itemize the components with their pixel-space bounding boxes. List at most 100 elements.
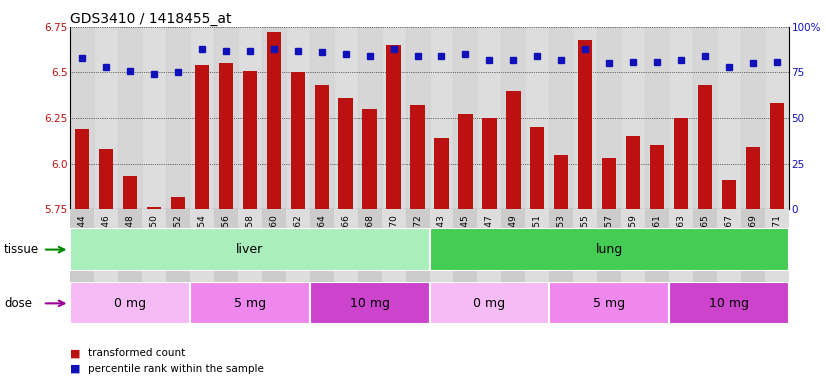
Text: GSM326952: GSM326952: [173, 214, 183, 269]
Bar: [722, 180, 736, 209]
Bar: [434, 138, 449, 209]
Bar: [477, 209, 501, 305]
Bar: [573, 209, 597, 305]
Text: GSM326957: GSM326957: [605, 214, 614, 269]
Bar: [286, 209, 310, 305]
Bar: [602, 158, 616, 209]
Bar: [310, 209, 334, 305]
Bar: [411, 105, 425, 209]
Text: ■: ■: [70, 364, 81, 374]
Bar: [262, 27, 286, 209]
Bar: [717, 27, 741, 209]
Text: GSM326956: GSM326956: [221, 214, 230, 269]
Bar: [166, 209, 190, 305]
Bar: [171, 197, 185, 209]
Text: GSM326955: GSM326955: [581, 214, 590, 269]
Text: tissue: tissue: [4, 243, 40, 256]
Bar: [626, 136, 640, 209]
Bar: [741, 209, 765, 305]
Bar: [430, 209, 453, 305]
Bar: [650, 146, 664, 209]
Bar: [94, 27, 118, 209]
Bar: [453, 209, 477, 305]
Text: GSM326958: GSM326958: [245, 214, 254, 269]
Bar: [339, 98, 353, 209]
Bar: [214, 27, 238, 209]
Bar: [597, 209, 621, 305]
Bar: [123, 177, 137, 209]
Bar: [621, 27, 645, 209]
Text: GSM326968: GSM326968: [365, 214, 374, 269]
Bar: [554, 155, 568, 209]
Bar: [530, 127, 544, 209]
Text: GSM326947: GSM326947: [485, 214, 494, 269]
Bar: [142, 27, 166, 209]
Text: GSM326946: GSM326946: [102, 214, 111, 269]
Bar: [190, 27, 214, 209]
Bar: [267, 32, 281, 209]
Bar: [286, 27, 310, 209]
Text: GSM326969: GSM326969: [748, 214, 757, 269]
Text: GSM326945: GSM326945: [461, 214, 470, 269]
Bar: [190, 282, 310, 324]
Bar: [549, 209, 573, 305]
Text: 10 mg: 10 mg: [709, 297, 749, 310]
Text: ■: ■: [70, 348, 81, 358]
Text: 0 mg: 0 mg: [114, 297, 146, 310]
Bar: [645, 209, 669, 305]
Bar: [741, 27, 765, 209]
Bar: [430, 282, 549, 324]
Bar: [597, 27, 621, 209]
Bar: [142, 209, 166, 305]
Bar: [525, 27, 549, 209]
Bar: [717, 209, 741, 305]
Bar: [549, 27, 573, 209]
Text: GSM326965: GSM326965: [700, 214, 710, 269]
Bar: [501, 27, 525, 209]
Bar: [430, 27, 453, 209]
Bar: [698, 85, 712, 209]
Bar: [693, 209, 717, 305]
Text: GSM326961: GSM326961: [653, 214, 662, 269]
Bar: [310, 27, 334, 209]
Text: lung: lung: [596, 243, 623, 256]
Bar: [406, 27, 430, 209]
Text: GSM326971: GSM326971: [772, 214, 781, 269]
Text: liver: liver: [236, 243, 263, 256]
Text: GSM326970: GSM326970: [389, 214, 398, 269]
Text: 0 mg: 0 mg: [473, 297, 506, 310]
Bar: [310, 282, 430, 324]
Text: GSM326966: GSM326966: [341, 214, 350, 269]
Text: GSM326951: GSM326951: [533, 214, 542, 269]
Bar: [70, 209, 94, 305]
Text: GSM326962: GSM326962: [293, 214, 302, 269]
Bar: [262, 209, 286, 305]
Text: GSM326953: GSM326953: [557, 214, 566, 269]
Bar: [765, 27, 789, 209]
Text: GSM326949: GSM326949: [509, 214, 518, 269]
Bar: [458, 114, 472, 209]
Text: GSM326959: GSM326959: [629, 214, 638, 269]
Bar: [693, 27, 717, 209]
Bar: [166, 27, 190, 209]
Bar: [621, 209, 645, 305]
Bar: [315, 85, 329, 209]
Bar: [674, 118, 688, 209]
Bar: [99, 149, 113, 209]
Bar: [525, 209, 549, 305]
Bar: [453, 27, 477, 209]
Bar: [238, 27, 262, 209]
Text: GDS3410 / 1418455_at: GDS3410 / 1418455_at: [70, 12, 232, 26]
Bar: [669, 209, 693, 305]
Bar: [147, 207, 161, 209]
Bar: [482, 118, 496, 209]
Text: GSM326972: GSM326972: [413, 214, 422, 269]
Bar: [243, 71, 257, 209]
Bar: [578, 40, 592, 209]
Bar: [770, 103, 784, 209]
Bar: [430, 228, 789, 271]
Bar: [358, 27, 382, 209]
Text: 10 mg: 10 mg: [349, 297, 390, 310]
Bar: [645, 27, 669, 209]
Bar: [549, 282, 669, 324]
